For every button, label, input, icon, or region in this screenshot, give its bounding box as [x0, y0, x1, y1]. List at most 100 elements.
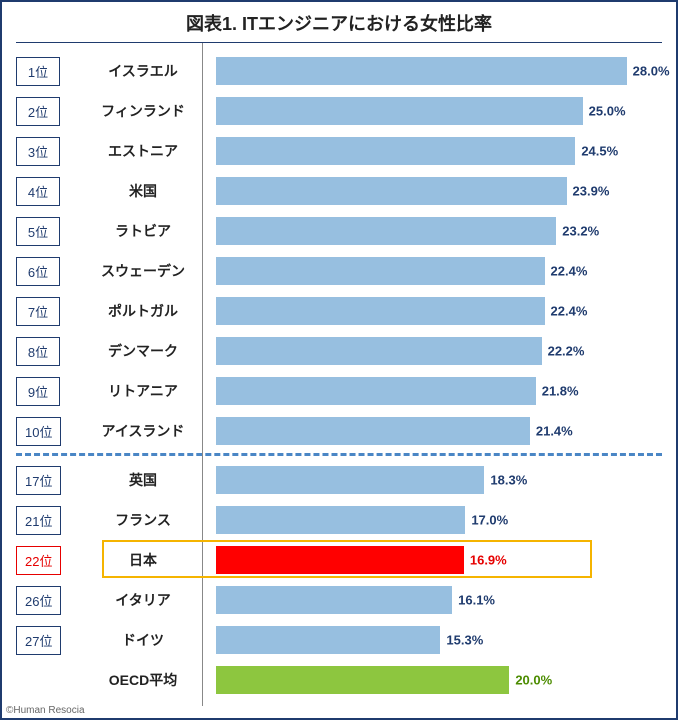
- rank-box: 10位: [16, 417, 61, 446]
- bar-cell: 20.0%: [216, 666, 662, 694]
- chart-row: 1位イスラエル28.0%: [16, 53, 662, 89]
- country-label: スウェーデン: [76, 261, 216, 281]
- value-label: 28.0%: [627, 64, 670, 79]
- value-label: 22.4%: [545, 264, 588, 279]
- rank-box: 5位: [16, 217, 60, 246]
- rank-cell: 17位: [16, 466, 76, 495]
- country-label: エストニア: [76, 141, 216, 161]
- rank-cell: 7位: [16, 297, 76, 326]
- chart-row: 8位デンマーク22.2%: [16, 333, 662, 369]
- bar: 23.9%: [216, 177, 567, 205]
- chart-row: 10位アイスランド21.4%: [16, 413, 662, 449]
- bar: 21.8%: [216, 377, 536, 405]
- bar-cell: 18.3%: [216, 466, 662, 494]
- rank-box: 2位: [16, 97, 60, 126]
- value-label: 20.0%: [509, 673, 552, 688]
- country-label: ポルトガル: [76, 301, 216, 321]
- bar: 22.4%: [216, 257, 545, 285]
- chart-row: 21位フランス 17.0%: [16, 502, 662, 538]
- rank-box: 7位: [16, 297, 60, 326]
- rank-box: 26位: [16, 586, 61, 615]
- chart-row: OECD平均20.0%: [16, 662, 662, 698]
- bar: 25.0%: [216, 97, 583, 125]
- chart-row: 27位ドイツ15.3%: [16, 622, 662, 658]
- country-label: ドイツ: [76, 630, 216, 650]
- bar-cell: 23.2%: [216, 217, 662, 245]
- chart-row: 7位ポルトガル22.4%: [16, 293, 662, 329]
- chart-frame: 図表1. ITエンジニアにおける女性比率 1位イスラエル28.0% 2位フィンラン…: [0, 0, 678, 720]
- bar: 22.2%: [216, 337, 542, 365]
- bar-cell: 23.9%: [216, 177, 662, 205]
- value-label: 16.9%: [464, 553, 507, 568]
- chart-row: 4位米国23.9%: [16, 173, 662, 209]
- country-label: ラトビア: [76, 221, 216, 241]
- credit-text: ©Human Resocia: [6, 705, 85, 716]
- bar-cell: 22.4%: [216, 297, 662, 325]
- bar: 22.4%: [216, 297, 545, 325]
- bar: 21.4%: [216, 417, 530, 445]
- chart-row: 3位エストニア24.5%: [16, 133, 662, 169]
- section-divider: [16, 453, 662, 456]
- rank-cell: 5位: [16, 217, 76, 246]
- value-label: 18.3%: [484, 473, 527, 488]
- bar-cell: 16.9%: [216, 546, 662, 574]
- bar-cell: 16.1%: [216, 586, 662, 614]
- rank-box: 17位: [16, 466, 61, 495]
- value-label: 16.1%: [452, 593, 495, 608]
- value-label: 22.2%: [542, 344, 585, 359]
- bar: 24.5%: [216, 137, 575, 165]
- bar-cell: 28.0%: [216, 57, 662, 85]
- rank-cell: 21位: [16, 506, 76, 535]
- country-label: 日本: [76, 550, 216, 570]
- bar: 20.0%: [216, 666, 509, 694]
- rank-cell: 8位: [16, 337, 76, 366]
- rank-cell: 2位: [16, 97, 76, 126]
- rank-box: 3位: [16, 137, 60, 166]
- country-label: フィンランド: [76, 101, 216, 121]
- country-label: リトアニア: [76, 381, 216, 401]
- value-label: 25.0%: [583, 104, 626, 119]
- chart-row: 22位日本16.9%: [16, 542, 662, 578]
- value-label: 15.3%: [440, 633, 483, 648]
- chart-area: 1位イスラエル28.0%2位フィンランド25.0%3位エストニア24.5%4位米…: [2, 43, 676, 706]
- bar: 16.9%: [216, 546, 464, 574]
- bar: 18.3%: [216, 466, 484, 494]
- rank-cell: 9位: [16, 377, 76, 406]
- value-label: 21.4%: [530, 424, 573, 439]
- rank-box: 22位: [16, 546, 61, 575]
- bar-cell: 17.0%: [216, 506, 662, 534]
- rank-box: 8位: [16, 337, 60, 366]
- bar: 16.1%: [216, 586, 452, 614]
- rank-cell: 10位: [16, 417, 76, 446]
- rank-box: 9位: [16, 377, 60, 406]
- country-label: イスラエル: [76, 61, 216, 81]
- bar-cell: 25.0%: [216, 97, 662, 125]
- value-label: 22.4%: [545, 304, 588, 319]
- value-label: 23.9%: [567, 184, 610, 199]
- rank-cell: 6位: [16, 257, 76, 286]
- value-label: 23.2%: [556, 224, 599, 239]
- rank-cell: 4位: [16, 177, 76, 206]
- value-label: 21.8%: [536, 384, 579, 399]
- country-label: アイスランド: [76, 421, 216, 441]
- bar-cell: 22.4%: [216, 257, 662, 285]
- chart-title: 図表1. ITエンジニアにおける女性比率: [16, 2, 662, 43]
- country-label: フランス: [76, 510, 216, 530]
- chart-row: 9位リトアニア21.8%: [16, 373, 662, 409]
- country-label: 英国: [76, 470, 216, 490]
- chart-row: 6位スウェーデン22.4%: [16, 253, 662, 289]
- rank-cell: 26位: [16, 586, 76, 615]
- bar-cell: 22.2%: [216, 337, 662, 365]
- bar: 15.3%: [216, 626, 440, 654]
- country-label: 米国: [76, 181, 216, 201]
- value-label: 17.0%: [465, 513, 508, 528]
- country-label: OECD平均: [76, 670, 216, 690]
- value-label: 24.5%: [575, 144, 618, 159]
- rank-box: 21位: [16, 506, 61, 535]
- rank-cell: 22位: [16, 546, 76, 575]
- bar: 23.2%: [216, 217, 556, 245]
- bar-cell: 24.5%: [216, 137, 662, 165]
- rank-box: 4位: [16, 177, 60, 206]
- chart-row: 17位英国18.3%: [16, 462, 662, 498]
- rank-box: 6位: [16, 257, 60, 286]
